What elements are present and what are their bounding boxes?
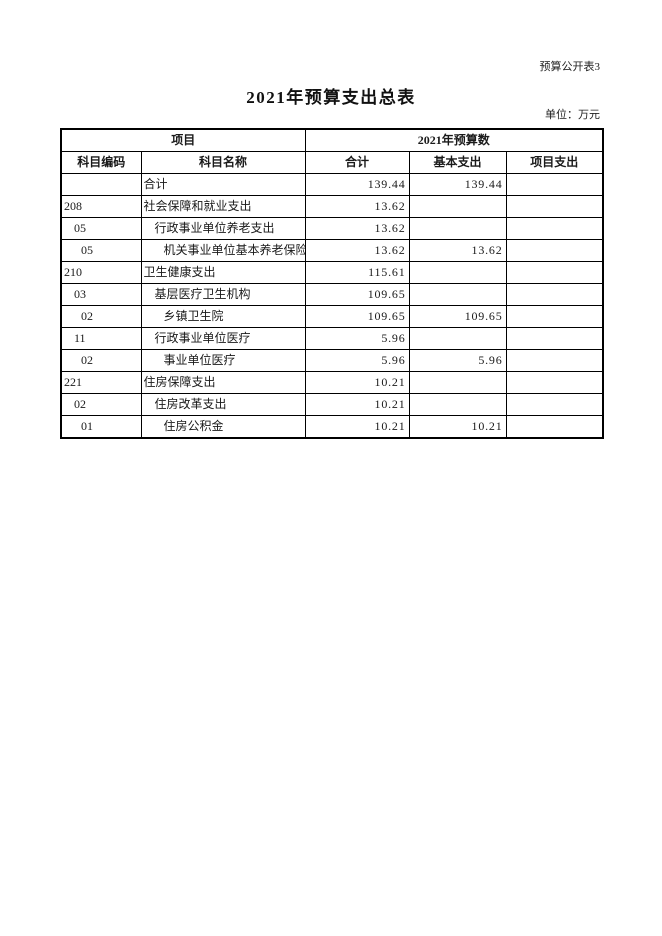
cell-subject-name: 机关事业单位基本养老保险	[140, 239, 306, 262]
budget-table: 项目 2021年预算数 科目编码 科目名称 合计 基本支出 项目支出 合计 139…	[60, 128, 605, 439]
table-row: 05 机关事业单位基本养老保险 13.62 13.62	[60, 239, 604, 262]
cell-basic-expenditure: 109.65	[408, 305, 507, 328]
cell-basic-expenditure: 139.44	[408, 173, 507, 196]
cell-subject-code	[60, 173, 142, 196]
cell-subject-code: 05	[60, 239, 142, 262]
cell-subject-name: 合计	[140, 173, 306, 196]
cell-subject-code: 221	[60, 371, 142, 394]
cell-subject-name: 社会保障和就业支出	[140, 195, 306, 218]
cell-project-expenditure	[505, 371, 604, 394]
table-row: 02 住房改革支出 10.21	[60, 393, 604, 416]
cell-total: 139.44	[304, 173, 410, 196]
cell-subject-name: 事业单位医疗	[140, 349, 306, 372]
header-col-code: 科目编码	[60, 151, 142, 174]
cell-subject-code: 210	[60, 261, 142, 284]
cell-subject-code: 02	[60, 393, 142, 416]
cell-total: 109.65	[304, 305, 410, 328]
cell-total: 13.62	[304, 239, 410, 262]
header-col-basic: 基本支出	[408, 151, 507, 174]
cell-subject-name: 卫生健康支出	[140, 261, 306, 284]
table-row: 11 行政事业单位医疗 5.96	[60, 327, 604, 350]
cell-total: 5.96	[304, 349, 410, 372]
cell-basic-expenditure: 10.21	[408, 415, 507, 439]
cell-project-expenditure	[505, 393, 604, 416]
cell-total: 115.61	[304, 261, 410, 284]
table-row: 221 住房保障支出 10.21	[60, 371, 604, 394]
cell-subject-name: 住房改革支出	[140, 393, 306, 416]
corner-note: 预算公开表3	[539, 61, 601, 73]
table-row: 208 社会保障和就业支出 13.62	[60, 195, 604, 218]
cell-project-expenditure	[505, 349, 604, 372]
table-header: 项目 2021年预算数 科目编码 科目名称 合计 基本支出 项目支出	[60, 128, 604, 174]
cell-total: 13.62	[304, 217, 410, 240]
header-col-name: 科目名称	[140, 151, 306, 174]
cell-subject-name: 基层医疗卫生机构	[140, 283, 306, 306]
cell-subject-code: 11	[60, 327, 142, 350]
cell-total: 10.21	[304, 415, 410, 439]
cell-subject-code: 208	[60, 195, 142, 218]
cell-basic-expenditure	[408, 327, 507, 350]
unit-note: 单位：万元	[545, 109, 600, 121]
header-columns-row: 科目编码 科目名称 合计 基本支出 项目支出	[60, 151, 604, 174]
cell-total: 5.96	[304, 327, 410, 350]
cell-basic-expenditure: 5.96	[408, 349, 507, 372]
header-group-project: 项目	[60, 128, 306, 152]
cell-basic-expenditure	[408, 195, 507, 218]
table-row: 02 事业单位医疗 5.96 5.96	[60, 349, 604, 372]
cell-basic-expenditure: 13.62	[408, 239, 507, 262]
cell-project-expenditure	[505, 283, 604, 306]
header-col-project: 项目支出	[505, 151, 604, 174]
header-group-row: 项目 2021年预算数	[60, 128, 604, 152]
cell-subject-name: 住房保障支出	[140, 371, 306, 394]
cell-project-expenditure	[505, 327, 604, 350]
cell-subject-code: 02	[60, 349, 142, 372]
cell-total: 10.21	[304, 371, 410, 394]
cell-total: 109.65	[304, 283, 410, 306]
table-body: 合计 139.44 139.44 208 社会保障和就业支出 13.62 05 行政事业单位养…	[60, 173, 604, 439]
header-group-budget: 2021年预算数	[304, 128, 604, 152]
cell-subject-code: 02	[60, 305, 142, 328]
table-row: 01 住房公积金 10.21 10.21	[60, 415, 604, 439]
table-row: 合计 139.44 139.44	[60, 173, 604, 196]
cell-basic-expenditure	[408, 393, 507, 416]
header-col-total: 合计	[304, 151, 410, 174]
cell-total: 13.62	[304, 195, 410, 218]
cell-project-expenditure	[505, 261, 604, 284]
page-title: 2021年预算支出总表	[246, 88, 416, 107]
table-row: 05 行政事业单位养老支出 13.62	[60, 217, 604, 240]
table-row: 03 基层医疗卫生机构 109.65	[60, 283, 604, 306]
cell-total: 10.21	[304, 393, 410, 416]
table-row: 02 乡镇卫生院 109.65 109.65	[60, 305, 604, 328]
cell-subject-name: 乡镇卫生院	[140, 305, 306, 328]
cell-subject-name: 住房公积金	[140, 415, 306, 439]
cell-subject-name: 行政事业单位医疗	[140, 327, 306, 350]
cell-project-expenditure	[505, 217, 604, 240]
cell-project-expenditure	[505, 173, 604, 196]
cell-basic-expenditure	[408, 371, 507, 394]
cell-project-expenditure	[505, 239, 604, 262]
cell-subject-code: 01	[60, 415, 142, 439]
table-row: 210 卫生健康支出 115.61	[60, 261, 604, 284]
cell-basic-expenditure	[408, 283, 507, 306]
cell-project-expenditure	[505, 195, 604, 218]
cell-project-expenditure	[505, 305, 604, 328]
cell-subject-name: 行政事业单位养老支出	[140, 217, 306, 240]
cell-project-expenditure	[505, 415, 604, 439]
cell-basic-expenditure	[408, 217, 507, 240]
cell-subject-code: 05	[60, 217, 142, 240]
cell-basic-expenditure	[408, 261, 507, 284]
cell-subject-code: 03	[60, 283, 142, 306]
